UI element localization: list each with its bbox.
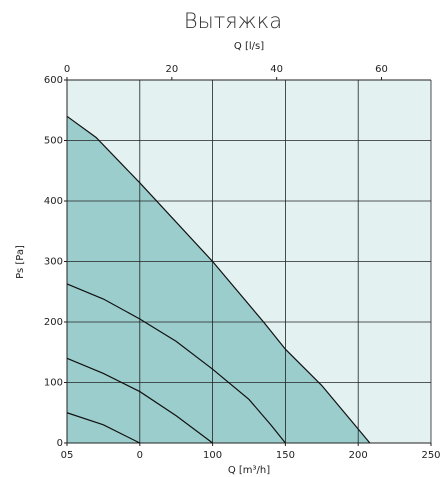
x-tick-label: 250 bbox=[421, 450, 440, 461]
y-tick-label: 0 bbox=[57, 438, 63, 449]
x2-axis-label: Q [l/s] bbox=[234, 41, 264, 52]
x-tick-label: 0 bbox=[137, 450, 143, 461]
curve bbox=[66, 115, 371, 444]
x-tick-label: 100 bbox=[203, 450, 222, 461]
y-axis-label: Ps [Pa] bbox=[15, 245, 26, 279]
x2-tick-label: 40 bbox=[270, 64, 283, 75]
curve bbox=[66, 283, 286, 444]
curve bbox=[66, 357, 213, 444]
y-tick-label: 200 bbox=[44, 317, 63, 328]
x2-tick-label: 0 bbox=[64, 64, 70, 75]
x-axis-label: Q [m³/h] bbox=[228, 465, 270, 476]
y-tick-label: 100 bbox=[44, 378, 63, 389]
area-fill bbox=[67, 116, 370, 444]
curve bbox=[66, 412, 141, 444]
y-tick-label: 500 bbox=[44, 136, 63, 147]
y-tick-label: 400 bbox=[44, 196, 63, 207]
x2-tick-label: 60 bbox=[375, 64, 388, 75]
x-tick-label: 05 bbox=[61, 450, 74, 461]
x-tick-label: 150 bbox=[276, 450, 295, 461]
y-tick-label: 600 bbox=[44, 75, 63, 86]
x2-tick-label: 20 bbox=[165, 64, 178, 75]
chart-title: Вытяжка bbox=[184, 9, 282, 33]
y-tick-label: 300 bbox=[44, 257, 63, 268]
x-tick-label: 200 bbox=[349, 450, 368, 461]
